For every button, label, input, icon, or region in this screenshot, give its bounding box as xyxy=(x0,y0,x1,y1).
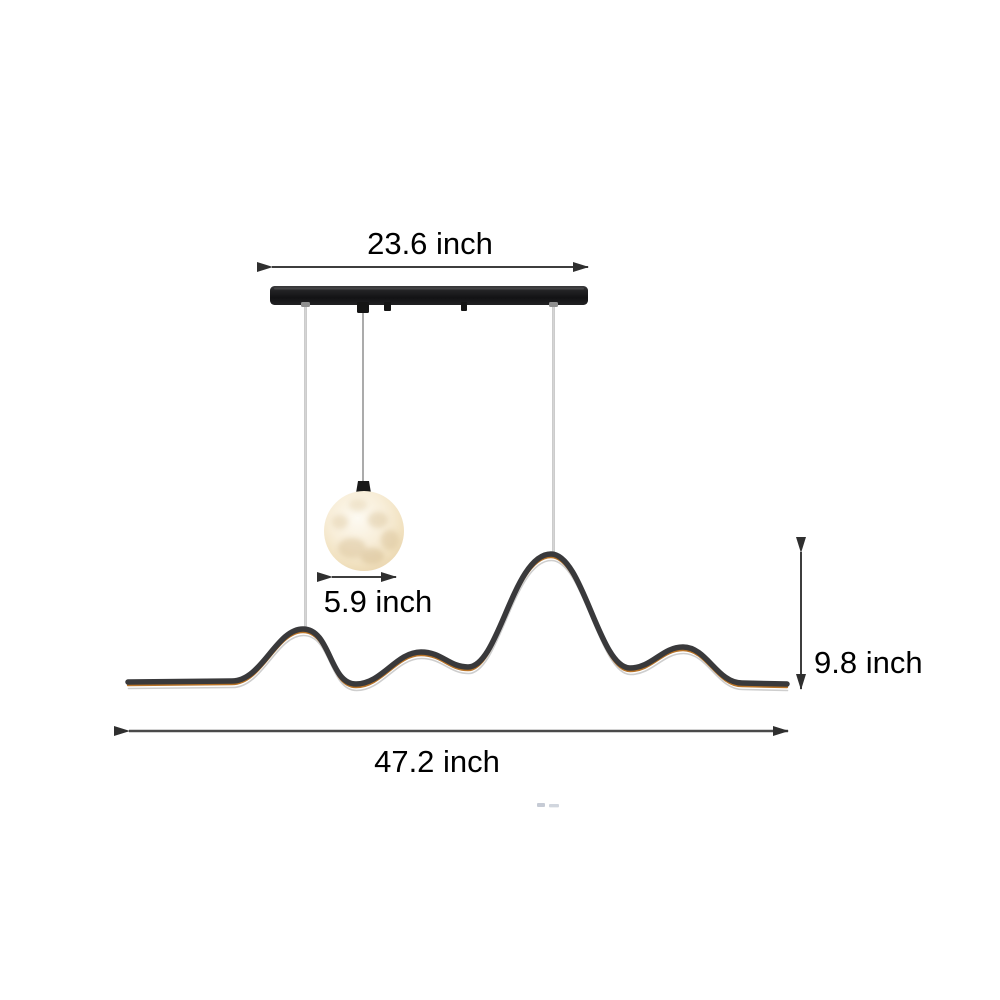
mountain-led-fixture xyxy=(125,551,790,692)
wire-ferrule-right xyxy=(549,302,558,307)
globe-socket xyxy=(356,481,371,493)
cord-connector-middle xyxy=(357,302,369,313)
canopy-top-highlight xyxy=(274,287,584,290)
globe-diameter-label: 5.9 inch xyxy=(323,584,433,619)
canopy-tab-2 xyxy=(461,302,467,311)
ceiling-canopy-bar xyxy=(270,286,588,313)
canopy-body xyxy=(270,286,588,305)
moon-surface-texture xyxy=(332,499,399,564)
watermark-artifact xyxy=(537,803,559,808)
fixture-height-label: 9.8 inch xyxy=(814,645,923,680)
led-diffuser-line xyxy=(127,559,789,692)
fixture-width-label: 47.2 inch xyxy=(374,744,500,779)
moon-globe-pendant xyxy=(324,481,404,571)
wire-ferrule-left xyxy=(301,302,310,307)
canopy-tab-1 xyxy=(384,302,391,311)
fixture-profile xyxy=(125,551,790,687)
canopy-width-label: 23.6 inch xyxy=(367,226,493,261)
